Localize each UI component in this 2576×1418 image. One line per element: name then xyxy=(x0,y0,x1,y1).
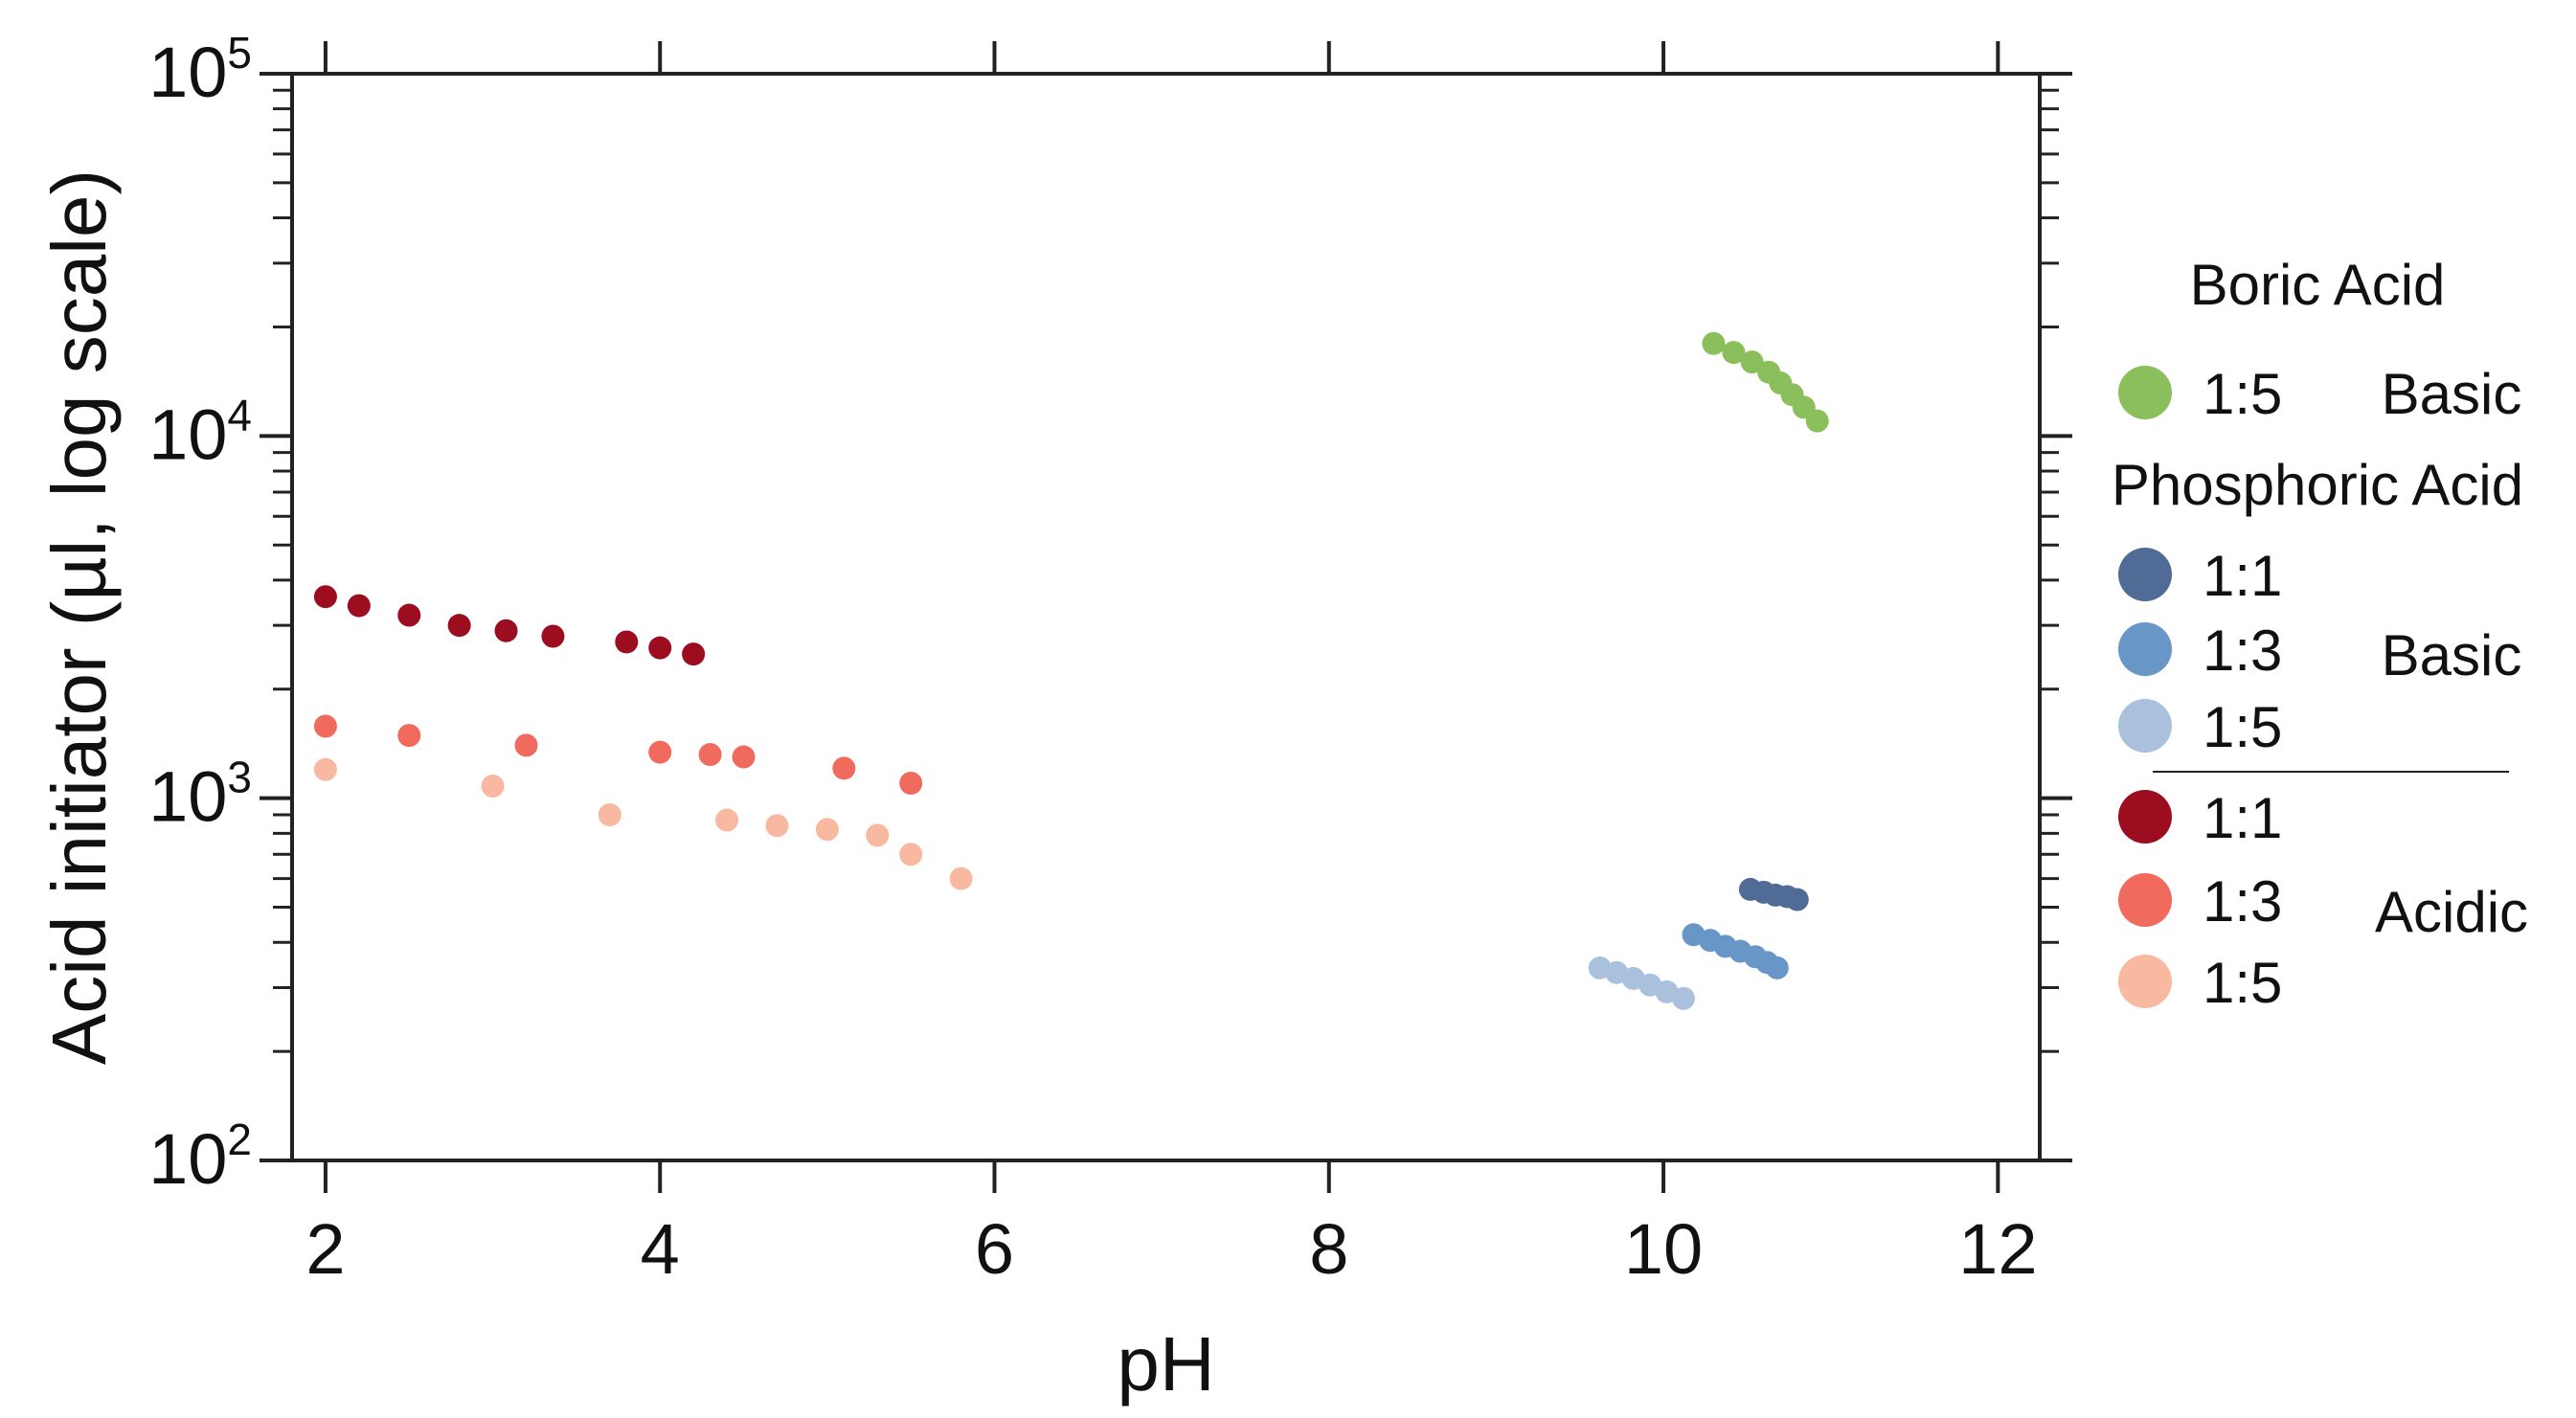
data-point xyxy=(866,823,890,847)
data-point xyxy=(481,775,505,799)
x-tick-label: 6 xyxy=(975,1209,1014,1289)
legend-marker xyxy=(2118,548,2172,601)
y-tick-label: 104 xyxy=(148,390,252,474)
x-tick-label: 2 xyxy=(305,1209,345,1289)
legend-entry-label: 1:1 xyxy=(2203,786,2282,850)
y-axis-title: Acid initiator (µl, log scale) xyxy=(36,169,122,1065)
data-point xyxy=(899,843,923,867)
chart-legend: Boric Acid 1:5 Basic Phosphoric Acid 1:1 1:3 1… xyxy=(2112,253,2528,1015)
data-point xyxy=(1722,341,1746,365)
legend-entry-label: 1:3 xyxy=(2203,619,2282,683)
axis-ticks xyxy=(260,41,2072,1193)
data-point xyxy=(397,603,421,627)
data-point xyxy=(648,636,672,660)
data-point xyxy=(447,614,471,638)
data-point xyxy=(832,756,856,780)
plot-frame xyxy=(290,72,2042,1162)
data-point xyxy=(1765,956,1789,979)
legend-category: Basic xyxy=(2382,623,2522,687)
legend-marker xyxy=(2118,699,2172,753)
data-point xyxy=(698,743,722,767)
legend-entry-label: 1:1 xyxy=(2203,544,2282,608)
legend-marker xyxy=(2118,622,2172,676)
legend-entry-label: 1:3 xyxy=(2203,869,2282,934)
data-point xyxy=(815,818,839,842)
data-point xyxy=(347,594,371,618)
data-point xyxy=(494,619,518,642)
data-point xyxy=(313,757,337,781)
y-tick-label: 103 xyxy=(148,753,252,837)
data-point xyxy=(682,642,706,666)
data-point xyxy=(313,714,337,738)
legend-group-title: Phosphoric Acid xyxy=(2112,453,2523,517)
legend-group-title: Boric Acid xyxy=(2190,253,2446,317)
x-tick-label: 10 xyxy=(1624,1209,1703,1289)
plot-axes xyxy=(290,72,2042,1162)
x-tick-label: 8 xyxy=(1309,1209,1348,1289)
data-point xyxy=(1702,331,1726,355)
data-point xyxy=(899,772,923,796)
y-tick-label: 102 xyxy=(148,1114,252,1199)
data-point xyxy=(765,814,789,838)
data-point xyxy=(615,630,639,654)
data-point xyxy=(598,802,621,826)
legend-entry-label: 1:5 xyxy=(2203,362,2282,426)
data-point xyxy=(541,624,565,648)
data-point xyxy=(949,867,973,890)
data-point xyxy=(715,808,739,832)
legend-category: Acidic xyxy=(2375,880,2528,944)
legend-marker xyxy=(2118,790,2172,844)
data-point xyxy=(1740,350,1764,374)
legend-entry-label: 1:5 xyxy=(2203,951,2282,1015)
axis-tick-labels: 2 4 6 8 10 12 102 103 104 105 xyxy=(148,28,2037,1289)
legend-entry-label: 1:5 xyxy=(2203,695,2282,759)
legend-marker xyxy=(2118,955,2172,1008)
legend-marker xyxy=(2118,873,2172,927)
data-point xyxy=(313,585,337,609)
data-point xyxy=(397,724,421,748)
legend-marker xyxy=(2118,366,2172,419)
x-axis-title: pH xyxy=(1117,1321,1214,1407)
data-point xyxy=(732,745,756,769)
data-point xyxy=(648,740,672,764)
data-point xyxy=(1785,888,1809,912)
data-point xyxy=(1672,986,1696,1010)
data-point xyxy=(1805,409,1829,433)
data-point xyxy=(514,733,538,757)
data-points xyxy=(313,331,1829,1010)
legend-category: Basic xyxy=(2382,362,2522,426)
y-tick-label: 105 xyxy=(148,28,252,112)
x-tick-label: 12 xyxy=(1958,1209,2037,1289)
x-tick-label: 4 xyxy=(641,1209,680,1289)
